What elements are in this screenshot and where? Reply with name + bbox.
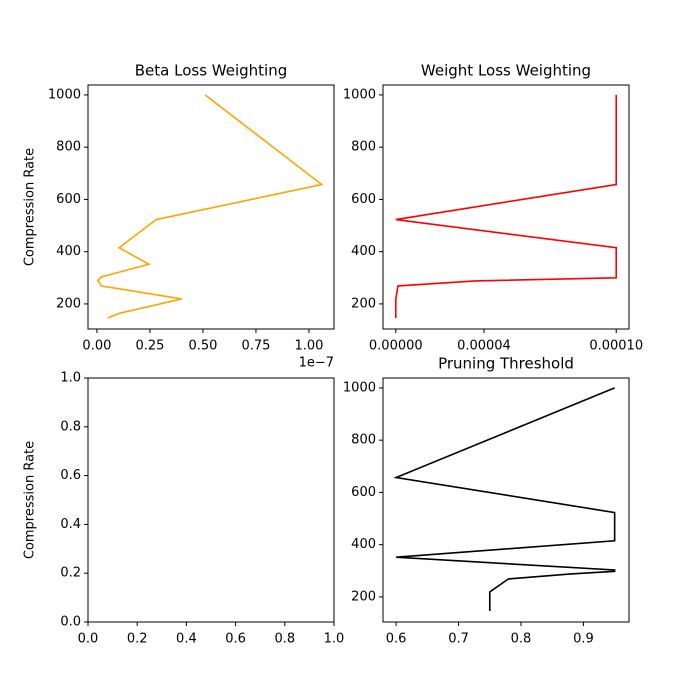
x-tick-label: 0.50 — [188, 339, 217, 354]
y-tick-label: 400 — [351, 244, 376, 259]
x-tick-label: 0.00004 — [457, 339, 511, 354]
x-tick-label: 0.8 — [274, 632, 295, 647]
x-tick-label: 0.7 — [448, 632, 469, 647]
axes-frame — [87, 84, 335, 330]
y-tick-label: 1000 — [48, 87, 81, 102]
subplot-title: Beta Loss Weighting — [135, 62, 287, 80]
subplot-title: Weight Loss Weighting — [421, 62, 591, 80]
y-tick-label: 800 — [56, 140, 81, 155]
y-tick-label: 200 — [351, 296, 376, 311]
x-tick-label: 0.75 — [241, 339, 270, 354]
y-tick-label: 1.0 — [60, 371, 81, 386]
x-tick-label: 0.00 — [82, 339, 111, 354]
y-tick-label: 0.4 — [60, 517, 81, 532]
y-tick-label: 600 — [56, 192, 81, 207]
y-tick-label: 0.6 — [60, 468, 81, 483]
y-axis-label: Compression Rate — [23, 441, 38, 559]
y-tick-label: 800 — [351, 140, 376, 155]
x-tick-label: 1.00 — [294, 339, 323, 354]
axes-frame — [382, 377, 630, 623]
y-tick-label: 0.2 — [60, 566, 81, 581]
y-tick-label: 600 — [351, 192, 376, 207]
y-tick-label: 1000 — [343, 380, 376, 395]
x-tick-label: 0.0 — [78, 632, 99, 647]
x-tick-label: 1.0 — [324, 632, 345, 647]
x-tick-label: 0.00000 — [369, 339, 423, 354]
y-tick-label: 0.8 — [60, 419, 81, 434]
x-tick-label: 0.25 — [135, 339, 164, 354]
axes-frame — [382, 84, 630, 330]
x-offset-label: 1e−7 — [299, 356, 334, 371]
x-tick-label: 0.9 — [573, 632, 594, 647]
y-tick-label: 200 — [351, 589, 376, 604]
y-axis-label: Compression Rate — [23, 148, 38, 266]
axes-frame — [87, 377, 335, 623]
y-tick-label: 600 — [351, 485, 376, 500]
subplot-title: Pruning Threshold — [438, 355, 574, 373]
x-tick-label: 0.6 — [386, 632, 407, 647]
y-tick-label: 200 — [56, 296, 81, 311]
y-tick-label: 0.0 — [60, 615, 81, 630]
x-tick-label: 0.4 — [176, 632, 197, 647]
data-line — [393, 387, 616, 612]
x-tick-label: 0.8 — [511, 632, 532, 647]
y-tick-label: 800 — [351, 433, 376, 448]
data-line — [96, 94, 324, 319]
y-tick-label: 400 — [56, 244, 81, 259]
y-tick-label: 400 — [351, 537, 376, 552]
data-line — [394, 94, 618, 319]
y-tick-label: 1000 — [343, 87, 376, 102]
x-tick-label: 0.2 — [127, 632, 148, 647]
x-tick-label: 0.00010 — [589, 339, 643, 354]
x-tick-label: 0.6 — [225, 632, 246, 647]
